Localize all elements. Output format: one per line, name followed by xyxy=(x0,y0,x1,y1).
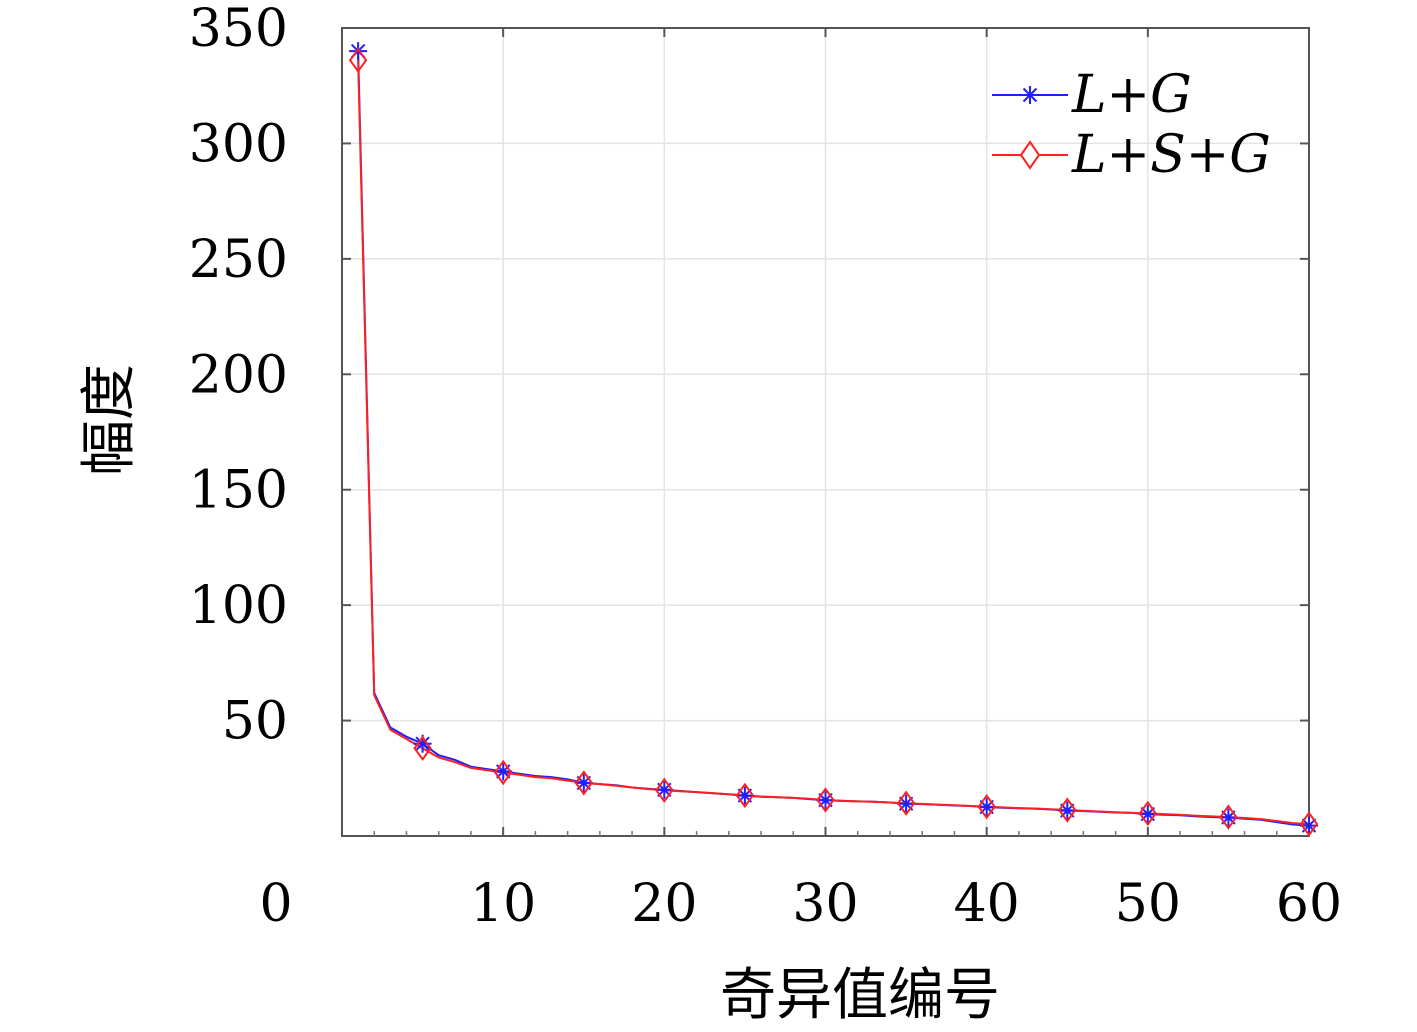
x-tick-label: 0 xyxy=(259,874,292,934)
series-point-diamond xyxy=(735,782,755,809)
series-point-diamond xyxy=(1058,797,1077,823)
series-point-diamond xyxy=(413,735,432,762)
series-point-diamond xyxy=(493,759,513,786)
series-point-diamond xyxy=(816,787,835,813)
series-group xyxy=(348,42,1319,837)
series-point-diamond xyxy=(1219,804,1238,830)
x-tick-label: 40 xyxy=(954,874,1020,934)
legend-marker-lsg xyxy=(1019,140,1041,170)
x-tick-labels: 0 10 20 30 40 50 60 xyxy=(259,874,1342,934)
legend-label-lsg: L+S+G xyxy=(1071,125,1271,185)
x-tick-label: 30 xyxy=(792,874,858,934)
series-point-diamond xyxy=(655,777,674,804)
series-point-diamond xyxy=(1299,811,1319,837)
series-point-diamond xyxy=(574,770,594,796)
legend: L+G L+S+G xyxy=(992,65,1271,185)
series-point-asterisk xyxy=(735,786,754,805)
x-tick-label: 10 xyxy=(470,874,536,934)
series-point-diamond xyxy=(896,790,916,816)
series-point-asterisk xyxy=(1058,801,1077,820)
x-tick-label: 60 xyxy=(1276,874,1342,934)
y-tick-label: 300 xyxy=(189,114,288,174)
y-tick-label: 150 xyxy=(189,461,288,521)
y-tick-label: 100 xyxy=(189,576,288,636)
series-point-asterisk xyxy=(1219,808,1238,827)
legend-marker-lg xyxy=(1021,86,1039,104)
y-tick-label: 250 xyxy=(189,230,288,290)
series-point-asterisk xyxy=(655,780,674,799)
series-point-diamond xyxy=(1138,800,1158,827)
series-point-asterisk xyxy=(897,794,916,813)
y-axis-title: 幅度 xyxy=(77,364,142,476)
x-tick-label: 20 xyxy=(631,874,697,934)
y-tick-labels: 50 100 150 200 250 300 350 xyxy=(189,0,288,752)
series-point-asterisk xyxy=(574,773,593,792)
grid-lines xyxy=(342,28,1309,836)
y-tick-label: 350 xyxy=(189,0,288,59)
series-point-diamond xyxy=(977,793,996,820)
series-point-asterisk xyxy=(816,791,835,810)
y-tick-label: 50 xyxy=(222,692,288,752)
series-point-asterisk xyxy=(977,798,996,817)
y-tick-label: 200 xyxy=(189,345,288,405)
series-point-diamond xyxy=(348,47,368,74)
x-tick-label: 50 xyxy=(1115,874,1181,934)
x-axis-title: 奇异值编号 xyxy=(720,963,1000,1028)
legend-label-lg: L+G xyxy=(1071,65,1192,125)
